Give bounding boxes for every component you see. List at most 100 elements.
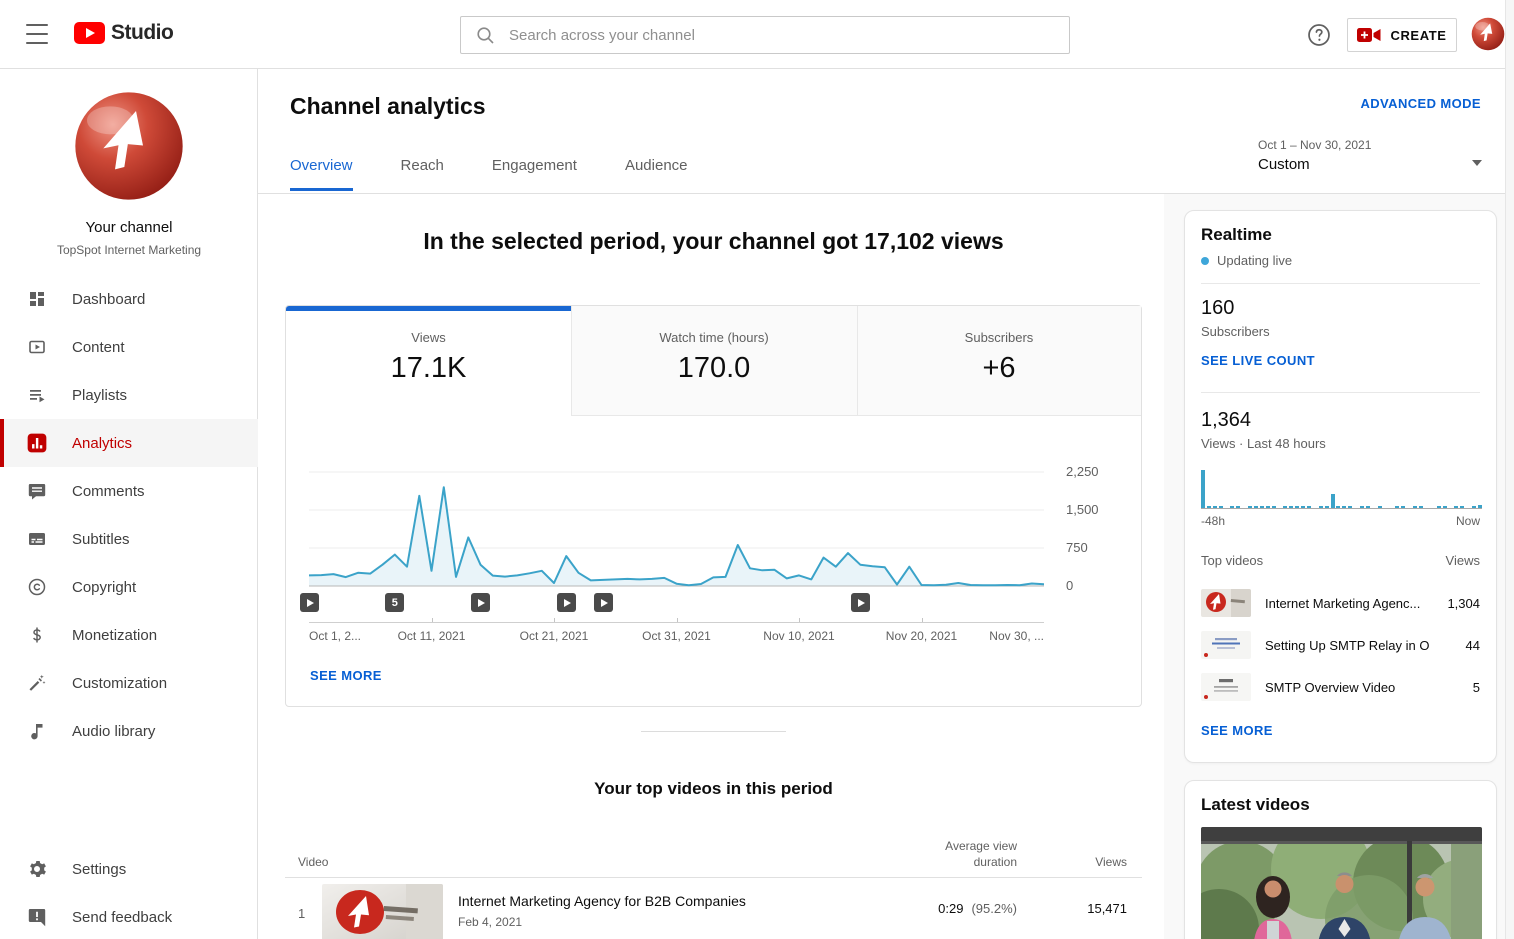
x-axis-tick: Oct 21, 2021: [519, 629, 589, 643]
sidebar-item-playlists[interactable]: Playlists: [0, 371, 258, 419]
metric-divider: [857, 306, 858, 416]
column-video[interactable]: Video: [298, 855, 329, 869]
axis-right-label: Now: [1455, 514, 1480, 528]
customization-icon: [26, 672, 48, 694]
dashboard-icon: [26, 288, 48, 310]
realtime-see-more-link[interactable]: SEE MORE: [1201, 723, 1273, 738]
views-line-chart[interactable]: [309, 466, 1044, 591]
y-axis-tick: 1,500: [1066, 502, 1099, 517]
analytics-icon: [26, 432, 48, 454]
video-views: 5: [1472, 679, 1480, 695]
sidebar-item-comments[interactable]: Comments: [0, 467, 258, 515]
analytics-chart-card: Views 17.1K Watch time (hours) 170.0 Sub…: [285, 305, 1142, 707]
comments-icon: [26, 480, 48, 502]
video-marker-icon[interactable]: [593, 593, 613, 612]
video-marker-icon[interactable]: [471, 593, 490, 612]
metric-divider: [571, 306, 572, 416]
realtime-views-label: Views · Last 48 hours: [1201, 436, 1326, 451]
account-avatar[interactable]: [1471, 17, 1505, 51]
tab-engagement[interactable]: Engagement: [491, 157, 577, 174]
see-live-count-link[interactable]: SEE LIVE COUNT: [1201, 353, 1315, 368]
video-marker-icon[interactable]: [299, 593, 319, 612]
see-more-link[interactable]: SEE MORE: [310, 668, 382, 683]
page-scrollbar[interactable]: [1505, 0, 1514, 939]
realtime-card: Realtime Updating live 160 Subscribers S…: [1184, 210, 1497, 763]
realtime-top-video-row[interactable]: Internet Marketing Agenc... 1,304: [1201, 587, 1480, 619]
live-dot-icon: [1201, 256, 1209, 265]
video-thumbnail: [322, 884, 443, 939]
column-avg-view-duration[interactable]: Average view duration: [945, 839, 1017, 869]
search-bar[interactable]: [460, 16, 1070, 54]
metric-tab-watch-time[interactable]: Watch time (hours) 170.0: [571, 306, 857, 416]
sidebar-item-audio-library[interactable]: Audio library: [0, 707, 258, 755]
chart-x-axis-labels: Oct 1, 2... Oct 11, 2021 Oct 21, 2021 Oct 3…: [309, 629, 1044, 645]
sidebar-item-settings[interactable]: Settings: [0, 845, 258, 893]
sidebar-item-content[interactable]: Content: [0, 323, 258, 371]
tab-overview[interactable]: Overview: [290, 157, 353, 191]
date-range-picker[interactable]: Oct 1 – Nov 30, 2021 Custom: [1250, 132, 1486, 188]
realtime-top-video-row[interactable]: SMTP Overview Video 5: [1201, 671, 1480, 703]
x-axis-tick: Nov 20, 2021: [885, 629, 958, 643]
video-marker-icon[interactable]: [556, 593, 576, 612]
metric-tab-subscribers[interactable]: Subscribers +6: [857, 306, 1141, 416]
y-axis-tick: 750: [1066, 540, 1088, 555]
menu-icon[interactable]: [26, 24, 48, 44]
realtime-top-video-row[interactable]: Setting Up SMTP Relay in Ou... 44: [1201, 629, 1480, 661]
y-axis-tick: 0: [1066, 578, 1074, 593]
video-title: Internet Marketing Agenc...: [1265, 595, 1421, 611]
create-video-icon: [1357, 27, 1381, 43]
sidebar-item-send-feedback[interactable]: Send feedback: [0, 893, 258, 939]
analytics-tabs: Overview Reach Engagement Audience: [290, 157, 688, 191]
sidebar-item-monetization[interactable]: Monetization: [0, 611, 258, 659]
video-marker-icon[interactable]: [850, 593, 870, 612]
video-title: Internet Marketing Agency for B2B Compan…: [458, 893, 746, 909]
tab-audience[interactable]: Audience: [624, 157, 688, 174]
realtime-bar-chart[interactable]: [1201, 469, 1482, 509]
subtitles-icon: [26, 528, 48, 550]
x-axis-tick: Oct 31, 2021: [642, 629, 711, 643]
realtime-subscribers-value: 160: [1201, 297, 1235, 319]
avg-view-duration-value: 0:29 (95.2%): [938, 901, 1017, 916]
sidebar-item-copyright[interactable]: Copyright: [0, 563, 258, 611]
divider: [1201, 392, 1480, 393]
video-views: 44: [1465, 637, 1480, 653]
latest-video-thumbnail[interactable]: [1201, 827, 1482, 939]
sidebar-item-analytics[interactable]: Analytics: [0, 419, 258, 467]
tab-reach[interactable]: Reach: [400, 157, 444, 174]
create-button[interactable]: CREATE: [1347, 18, 1457, 52]
search-input[interactable]: [509, 26, 1055, 44]
right-rail: Realtime Updating live 160 Subscribers S…: [1164, 194, 1514, 939]
sidebar-item-customization[interactable]: Customization: [0, 659, 258, 707]
section-divider: [641, 731, 786, 732]
channel-owner: TopSpot Internet Marketing: [56, 243, 202, 257]
axis-left-label: -48h: [1201, 514, 1226, 528]
youtube-studio-logo[interactable]: Studio: [74, 21, 174, 45]
settings-icon: [26, 858, 48, 880]
video-thumbnail: [1201, 631, 1251, 659]
search-icon: [475, 25, 495, 45]
latest-videos-card: Latest videos: [1184, 780, 1497, 939]
content-icon: [26, 336, 48, 358]
top-videos-title: Your top videos in this period: [594, 779, 833, 798]
date-range-text: Oct 1 – Nov 30, 2021: [1258, 138, 1372, 152]
realtime-views-value: 1,364: [1201, 409, 1252, 431]
realtime-title: Realtime: [1201, 225, 1272, 244]
table-row[interactable]: 1 Internet Marketing Agency for B2B Comp…: [285, 878, 1142, 939]
sidebar-item-subtitles[interactable]: Subtitles: [0, 515, 258, 563]
help-icon[interactable]: [1306, 22, 1332, 48]
realtime-subscribers-label: Subscribers: [1201, 324, 1270, 339]
advanced-mode-link[interactable]: ADVANCED MODE: [1360, 96, 1481, 111]
x-axis-tick: Nov 30, ...: [989, 629, 1044, 643]
metric-tab-views[interactable]: Views 17.1K: [286, 306, 571, 416]
channel-avatar[interactable]: [73, 90, 185, 202]
column-views[interactable]: Views: [1095, 855, 1127, 869]
video-views: 1,304: [1447, 595, 1480, 611]
date-preset-text: Custom: [1258, 156, 1310, 173]
video-marker-icon[interactable]: 5: [385, 593, 405, 612]
latest-videos-title: Latest videos: [1201, 795, 1310, 814]
playlists-icon: [26, 384, 48, 406]
sidebar-item-dashboard[interactable]: Dashboard: [0, 275, 258, 323]
realtime-axis-labels: -48h Now: [1201, 514, 1480, 528]
overview-headline: In the selected period, your channel got…: [423, 228, 1004, 254]
